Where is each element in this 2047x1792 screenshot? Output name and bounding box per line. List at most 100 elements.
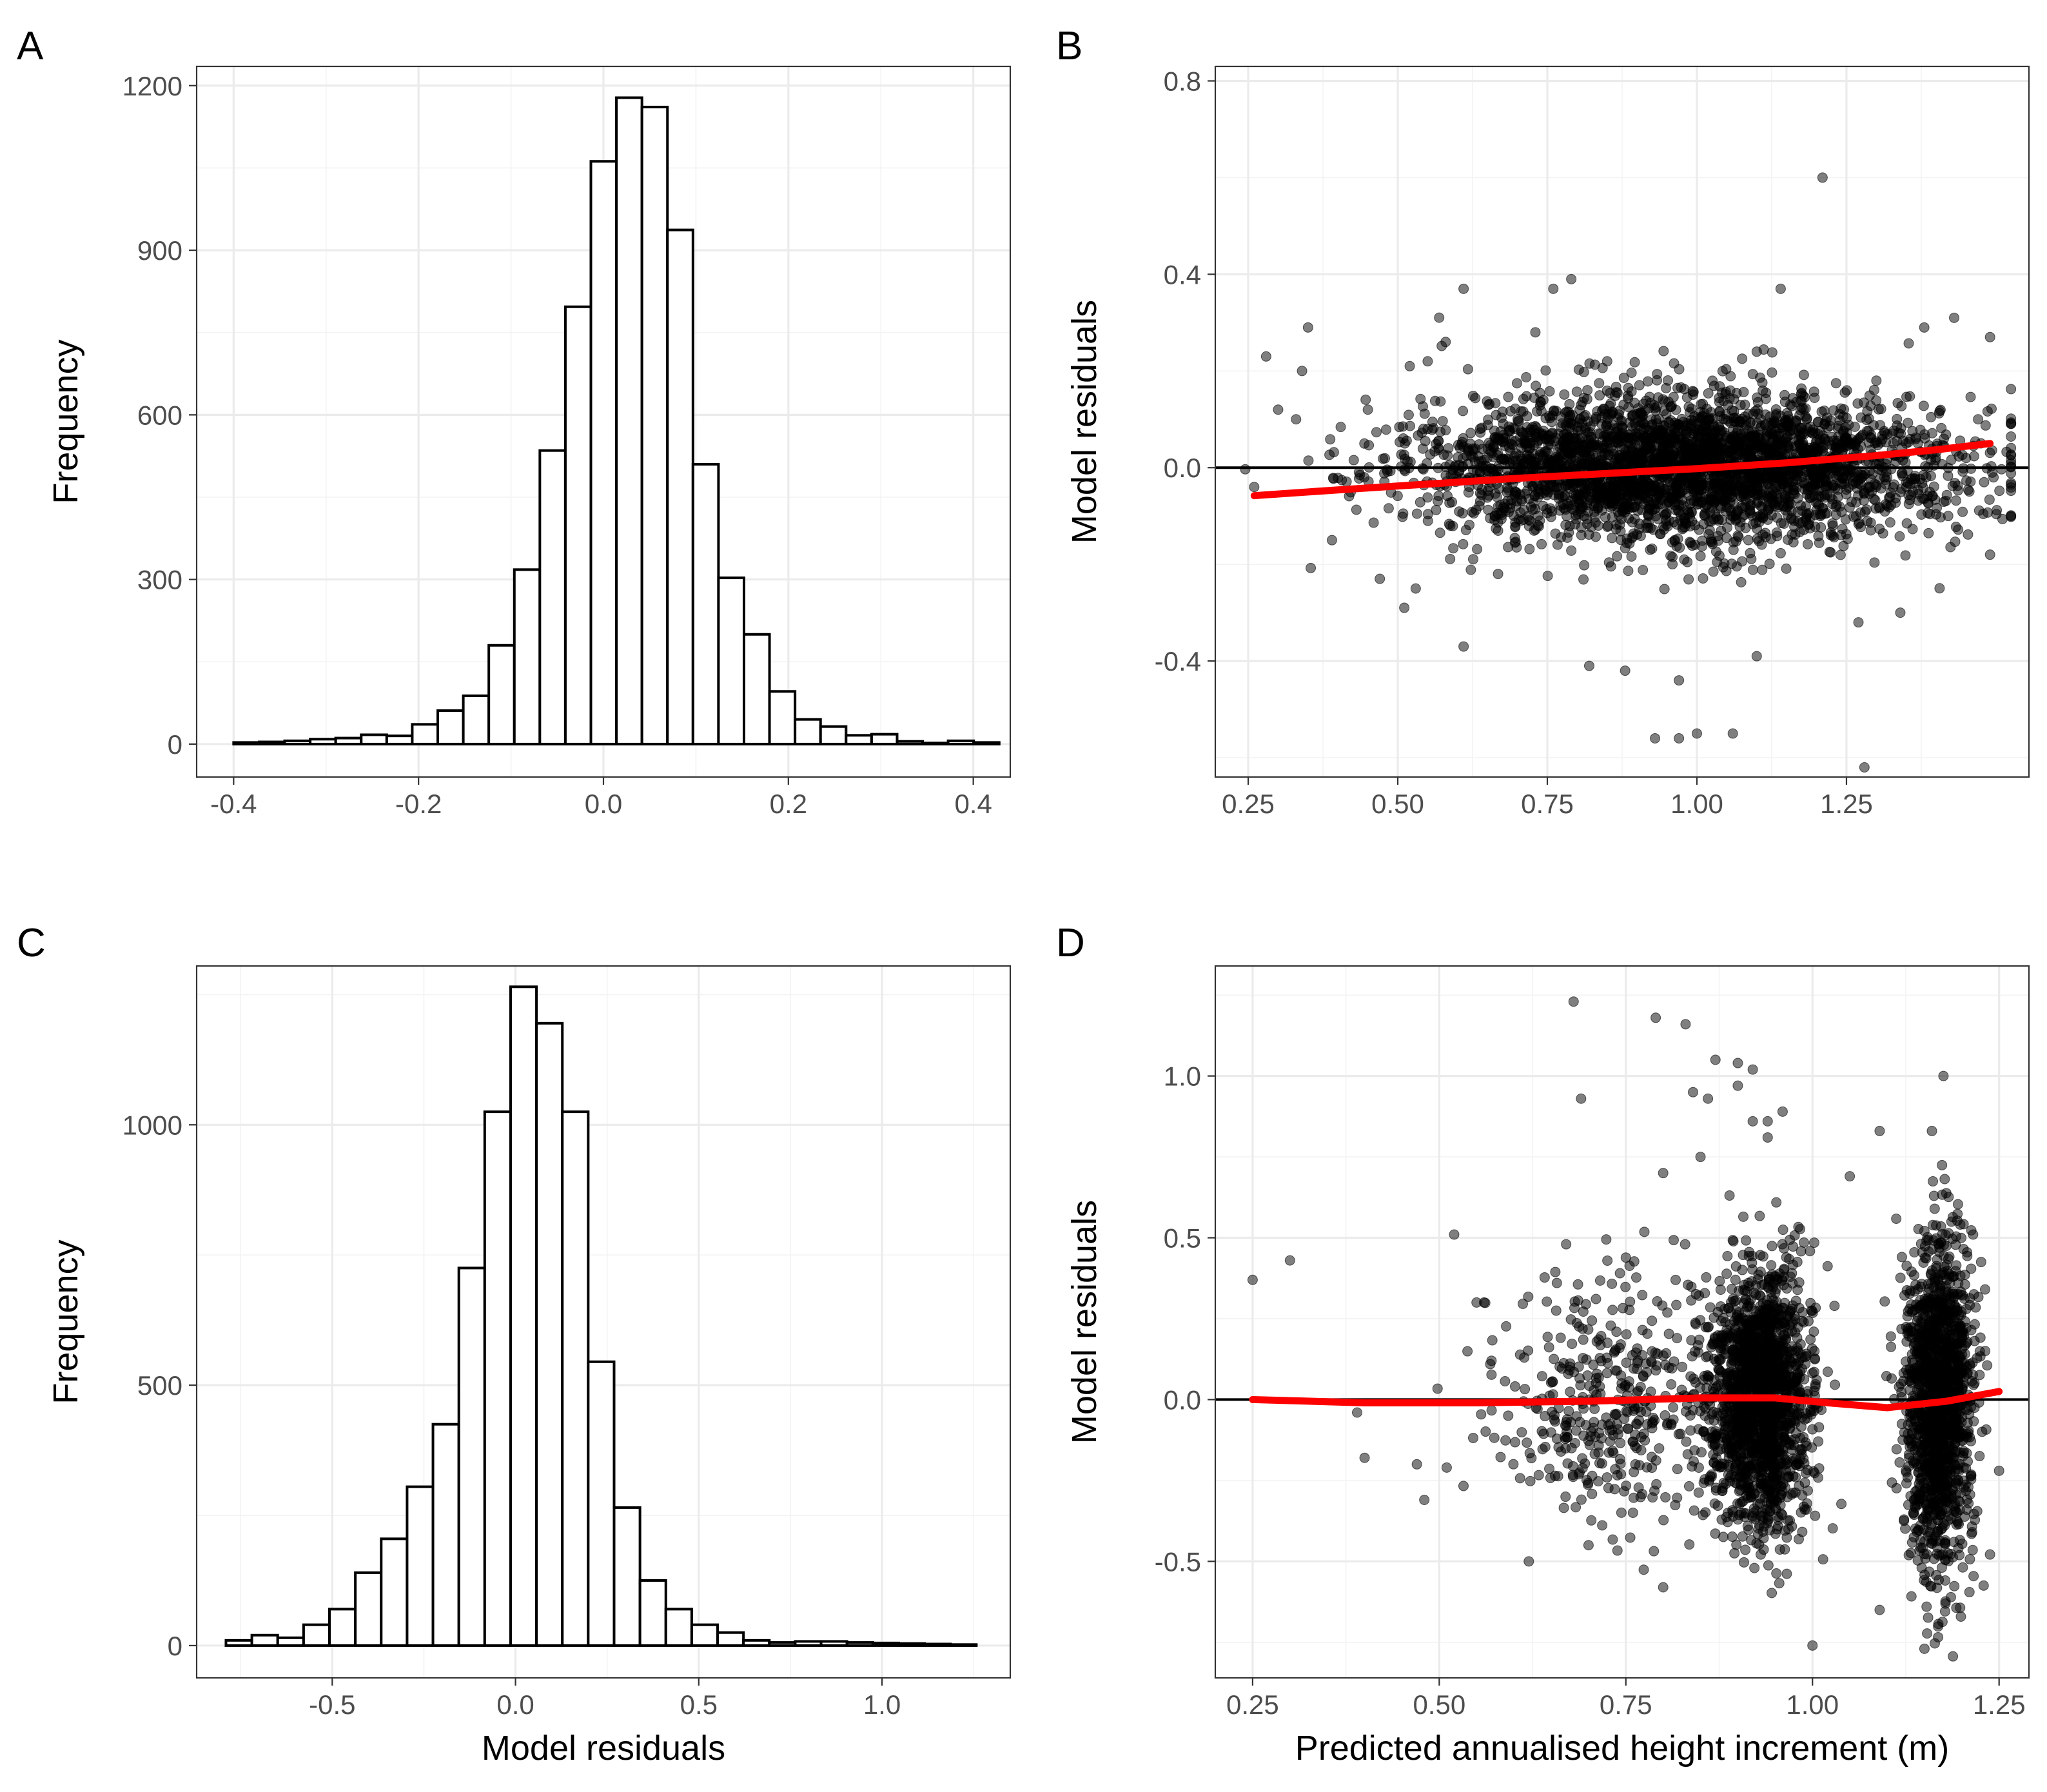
- scatter-point: [1583, 660, 1594, 671]
- scatter-point: [1667, 558, 1678, 569]
- scatter-point: [1917, 478, 1928, 489]
- scatter-point: [1511, 378, 1522, 389]
- scatter-point: [1584, 442, 1595, 453]
- scatter-point: [1291, 414, 1302, 425]
- scatter-point: [1810, 437, 1821, 448]
- scatter-point: [1445, 553, 1456, 564]
- scatter-point: [1961, 453, 1972, 464]
- scatter-point: [1731, 449, 1742, 460]
- scatter-point: [1986, 403, 1997, 414]
- scatter-point: [1584, 358, 1595, 369]
- scatter-point: [1645, 544, 1656, 555]
- histogram-bar: [538, 449, 567, 745]
- scatter-point: [1566, 273, 1577, 284]
- scatter-point: [1471, 504, 1482, 515]
- scatter-point: [1642, 424, 1653, 435]
- scatter-point: [1694, 524, 1705, 535]
- scatter-point: [1775, 547, 1786, 558]
- scatter-point: [1419, 408, 1430, 419]
- scatter-point: [1757, 564, 1768, 575]
- histogram-bar: [794, 718, 822, 745]
- scatter-point: [1422, 424, 1433, 435]
- scatter-point: [1678, 417, 1689, 428]
- scatter-point: [1577, 491, 1588, 502]
- x-tick-label: 0.0: [496, 1689, 534, 1720]
- scatter-point: [1611, 488, 1621, 499]
- loess-smooth-line: [1250, 440, 1994, 500]
- x-tick-label: 1.0: [863, 1689, 901, 1720]
- scatter-point: [1483, 504, 1494, 515]
- scatter-point: [1440, 425, 1451, 436]
- scatter-point: [1580, 410, 1591, 421]
- scatter-point: [1913, 495, 1924, 506]
- scatter-point: [1941, 489, 1952, 500]
- scatter-point: [1582, 385, 1593, 396]
- scatter-point: [1703, 440, 1714, 451]
- scatter-point: [1886, 500, 1897, 511]
- scatter-point: [1649, 400, 1660, 411]
- x-tick-label: 0.4: [954, 789, 992, 819]
- scatter-point: [1548, 283, 1559, 294]
- scatter-point: [1422, 356, 1433, 367]
- scatter-point: [1440, 337, 1451, 348]
- y-tick-label: 600: [137, 400, 182, 430]
- scatter-point: [1738, 491, 1749, 502]
- scatter-point: [1601, 488, 1612, 499]
- histogram-bar: [946, 739, 975, 745]
- scatter-point: [1443, 443, 1454, 454]
- x-tick-label: 0.5: [680, 1689, 718, 1720]
- scatter-point: [2006, 384, 2017, 395]
- scatter-point: [1784, 491, 1795, 502]
- scatter-point: [1717, 1485, 1728, 1496]
- scatter-point: [1827, 518, 1838, 529]
- scatter-point: [1631, 420, 1641, 431]
- scatter-point: [1534, 388, 1545, 399]
- histogram-bar: [462, 694, 491, 745]
- scatter-point: [1751, 651, 1762, 662]
- scatter-point: [1808, 1237, 1819, 1248]
- scatter-point: [1712, 556, 1723, 567]
- scatter-point: [1615, 430, 1626, 441]
- scatter-point: [1566, 545, 1577, 556]
- scatter-point: [1738, 386, 1749, 397]
- scatter-point: [1717, 388, 1728, 399]
- x-tick-label: 0.75: [1521, 789, 1574, 819]
- histogram-bar: [436, 709, 465, 745]
- scatter-point: [1739, 1279, 1750, 1290]
- scatter-point: [1505, 445, 1516, 456]
- scatter-point: [1418, 464, 1429, 475]
- scatter-point: [1603, 437, 1614, 448]
- scatter-point: [1503, 391, 1514, 402]
- scatter-point: [1792, 1285, 1803, 1295]
- scatter-point: [1807, 469, 1817, 480]
- histogram-bar: [896, 740, 925, 745]
- scatter-point: [1748, 444, 1759, 455]
- histogram-bar: [768, 1641, 797, 1647]
- scatter-point: [1701, 1272, 1712, 1283]
- scatter-point: [1303, 455, 1314, 466]
- scatter-point: [1873, 404, 1884, 415]
- scatter-point: [1711, 493, 1722, 504]
- scatter-point: [1714, 397, 1725, 408]
- histogram-bar: [406, 1485, 435, 1647]
- scatter-point: [1623, 382, 1634, 393]
- scatter-point: [1470, 443, 1481, 454]
- scatter-point: [1698, 573, 1709, 584]
- y-tick-label: 0: [168, 729, 182, 760]
- scatter-point: [1642, 376, 1653, 387]
- scatter-point: [1680, 513, 1690, 524]
- scatter-point: [1799, 442, 1810, 453]
- scatter-point: [1830, 1379, 1841, 1390]
- scatter-point: [1697, 411, 1708, 422]
- scatter-point: [1943, 511, 1954, 522]
- scatter-point: [1896, 468, 1907, 479]
- scatter-point: [1666, 400, 1677, 411]
- scatter-point: [1411, 508, 1422, 519]
- scatter-point: [1830, 441, 1841, 452]
- scatter-point: [1984, 549, 1995, 560]
- y-tick-label: 0.4: [1164, 259, 1201, 290]
- scatter-point: [1725, 489, 1736, 500]
- scatter-point: [1383, 503, 1394, 514]
